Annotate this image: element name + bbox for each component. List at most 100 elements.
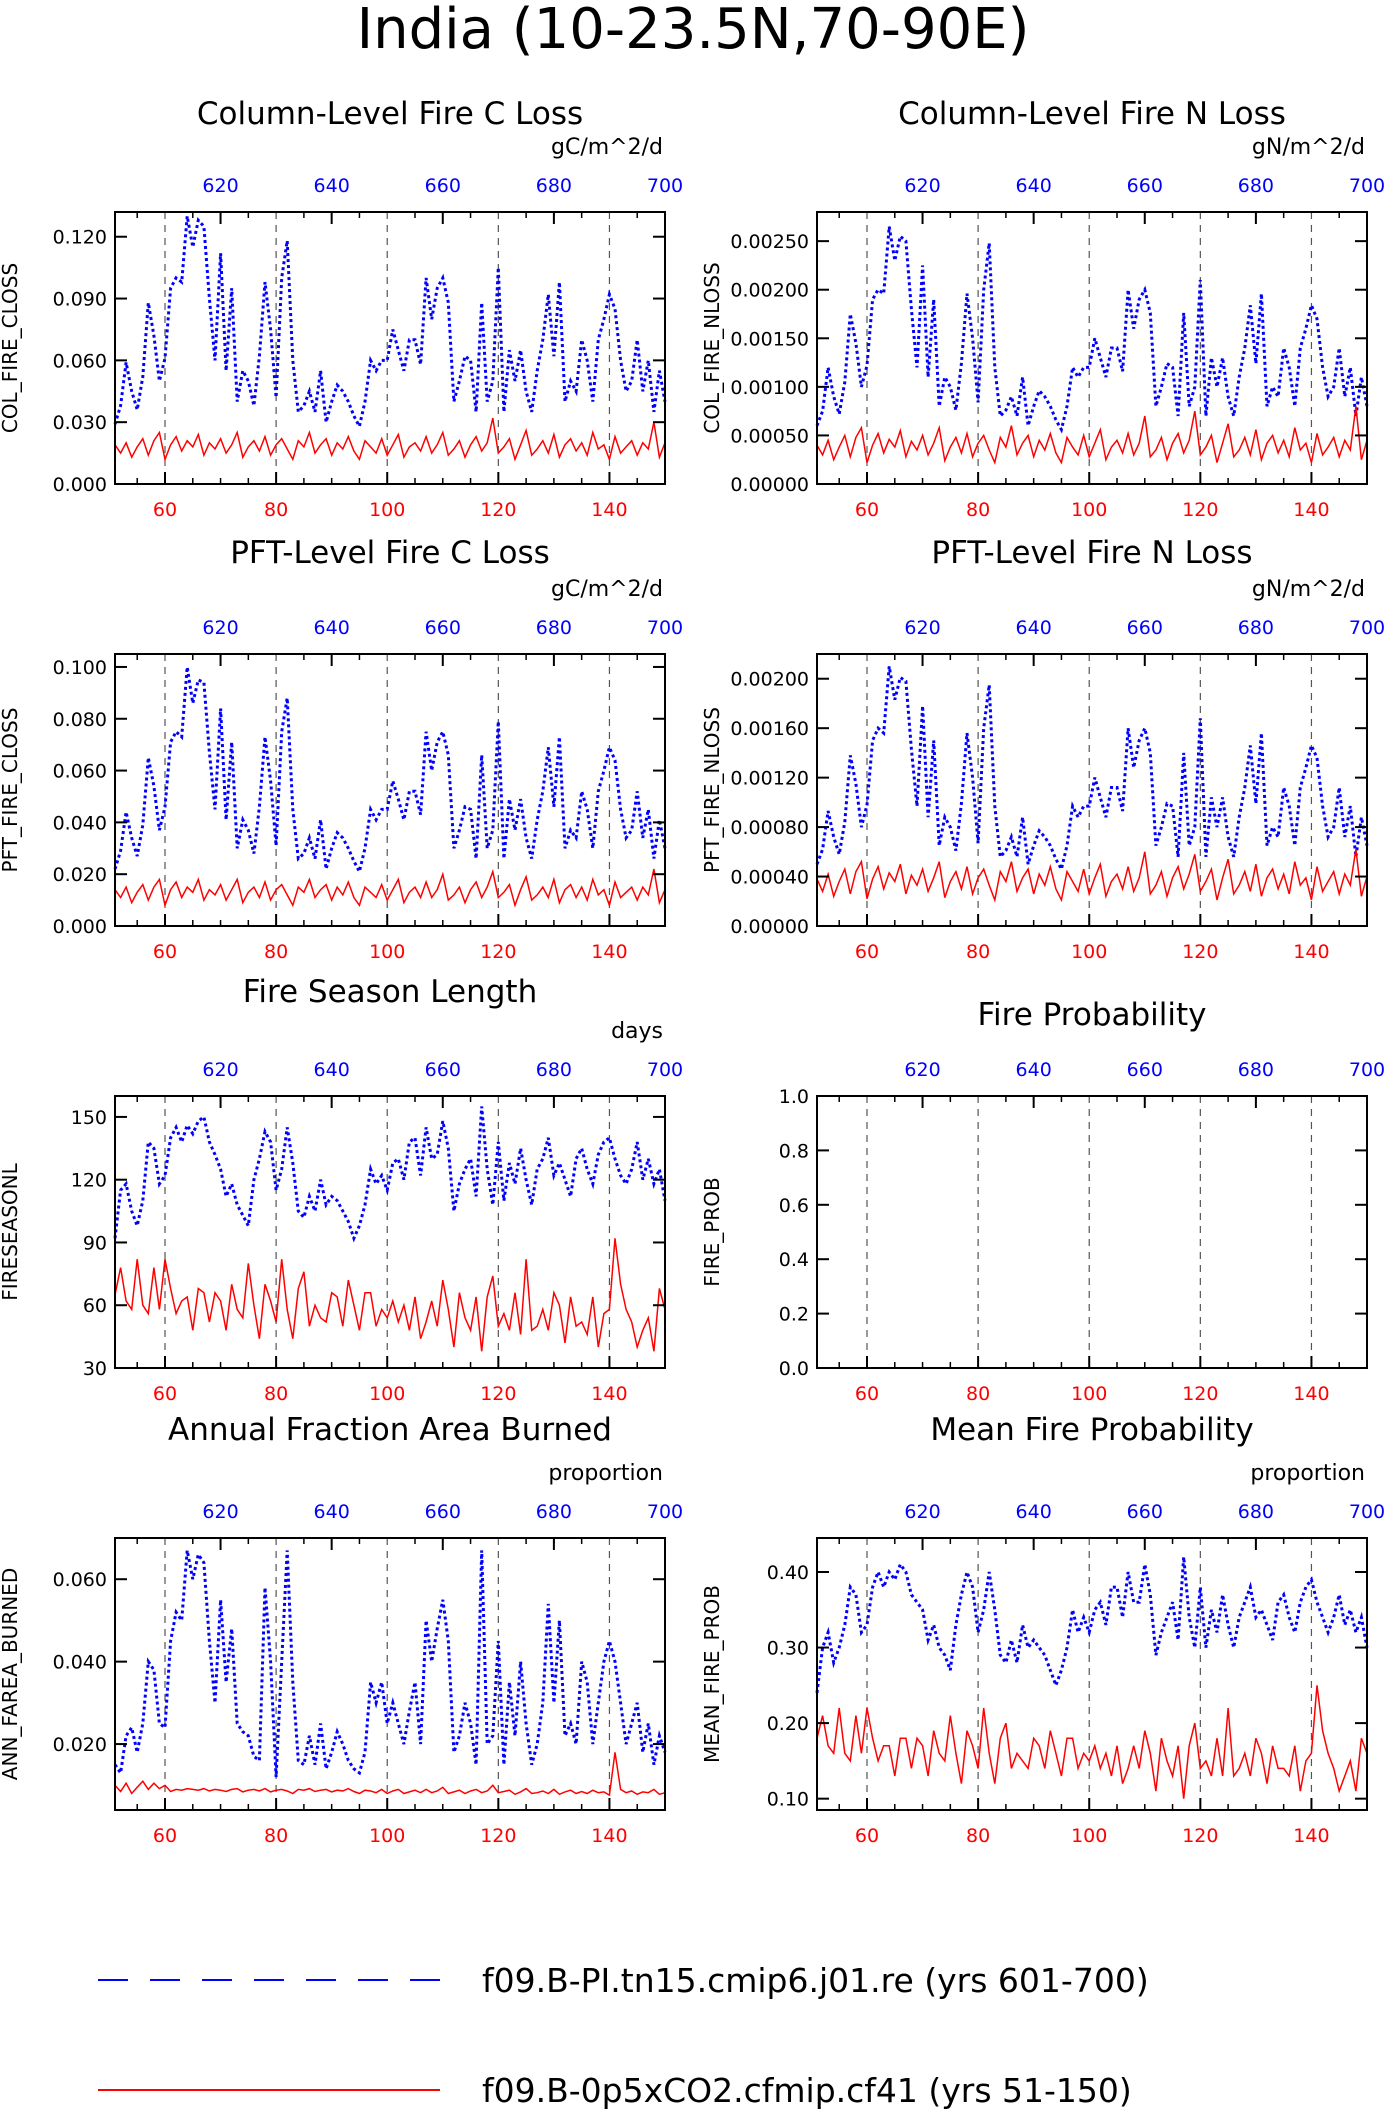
x-tick-label-bottom: 140 [591, 1383, 627, 1405]
x-tick-label-top: 700 [1349, 1501, 1385, 1523]
units-label: gN/m^2/d [1252, 577, 1365, 602]
units-label: gC/m^2/d [551, 135, 663, 160]
x-tick-label-top: 660 [425, 1501, 461, 1523]
x-tick-label-bottom: 60 [153, 1825, 177, 1847]
x-tick-label-top: 680 [536, 1501, 572, 1523]
series-line-blue [815, 226, 1369, 434]
y-tick-label: 1.0 [779, 1086, 809, 1108]
x-tick-label-top: 700 [647, 617, 683, 639]
x-tick-label-bottom: 100 [1071, 941, 1107, 963]
x-tick-label-bottom: 100 [1071, 499, 1107, 521]
panel-title: Fire Probability [977, 997, 1206, 1033]
x-tick-label-bottom: 140 [591, 1825, 627, 1847]
x-tick-label-top: 680 [536, 1059, 572, 1081]
panel-fire-prob: Fire Probability 60 80 100 120 140 620 640 660 68… [700, 997, 1385, 1405]
panel-title: PFT-Level Fire N Loss [931, 535, 1252, 571]
x-tick-label-top: 620 [202, 1059, 238, 1081]
x-tick-label-top: 640 [314, 1059, 350, 1081]
y-axis-label: FIRESEASONL [0, 1162, 22, 1300]
y-tick-label: 0.00120 [730, 768, 809, 790]
x-tick-label-top: 620 [904, 175, 940, 197]
x-tick-label-top: 620 [904, 1059, 940, 1081]
panels: Column-Level Fire C Loss gC/m^2/d 60 80 100 1… [0, 96, 1385, 1847]
series-line-blue [113, 666, 667, 876]
x-tick-label-top: 660 [1127, 1501, 1163, 1523]
x-tick-label-bottom: 120 [1182, 499, 1218, 521]
y-tick-label: 0.00080 [730, 817, 809, 839]
series-line-red [816, 406, 1368, 465]
x-tick-label-top: 680 [1238, 1059, 1274, 1081]
x-tick-label-top: 620 [202, 617, 238, 639]
x-tick-label-top: 640 [314, 1501, 350, 1523]
x-tick-label-bottom: 60 [153, 499, 177, 521]
y-tick-label: 0.00040 [730, 867, 809, 889]
y-tick-label: 0.060 [53, 350, 107, 372]
y-tick-label: 0.080 [53, 709, 107, 731]
x-tick-label-top: 680 [536, 617, 572, 639]
y-axis-label: ANN_FAREA_BURNED [0, 1568, 22, 1780]
x-tick-label-bottom: 100 [369, 1825, 405, 1847]
x-tick-label-top: 660 [1127, 1059, 1163, 1081]
x-tick-label-bottom: 140 [1293, 499, 1329, 521]
x-tick-label-bottom: 60 [855, 499, 879, 521]
x-tick-label-top: 660 [1127, 617, 1163, 639]
y-tick-label: 120 [71, 1170, 107, 1192]
x-tick-label-bottom: 100 [1071, 1383, 1107, 1405]
x-tick-label-bottom: 80 [264, 941, 288, 963]
legend-label-red: f09.B-0p5xCO2.cfmip.cf41 (yrs 51-150) [482, 2071, 1132, 2110]
y-tick-label: 0.120 [53, 227, 107, 249]
x-tick-label-top: 700 [647, 1059, 683, 1081]
y-tick-label: 0.0 [779, 1358, 809, 1380]
y-tick-label: 0.030 [53, 412, 107, 434]
panel-title: Column-Level Fire C Loss [197, 96, 583, 132]
x-tick-label-top: 620 [202, 175, 238, 197]
x-tick-label-bottom: 100 [1071, 1825, 1107, 1847]
plot-frame [816, 1095, 1368, 1369]
y-tick-label: 0.40 [767, 1562, 809, 1584]
y-tick-label: 0.020 [53, 1734, 107, 1756]
figure-title: India (10-23.5N,70-90E) [357, 0, 1030, 62]
y-axis-label: COL_FIRE_NLOSS [700, 262, 724, 433]
y-tick-label: 0.00200 [730, 280, 809, 302]
x-tick-label-top: 660 [425, 1059, 461, 1081]
panel-col-closs: Column-Level Fire C Loss gC/m^2/d 60 80 100 1… [0, 96, 683, 521]
x-tick-label-top: 700 [1349, 617, 1385, 639]
legend: f09.B-PI.tn15.cmip6.j01.re (yrs 601-700)… [98, 1961, 1149, 2110]
y-tick-label: 0.6 [779, 1195, 809, 1217]
y-tick-label: 0.00000 [730, 474, 809, 496]
x-tick-label-bottom: 140 [591, 941, 627, 963]
x-tick-label-top: 620 [202, 1501, 238, 1523]
panel-title: Fire Season Length [243, 974, 537, 1010]
y-tick-label: 0.00150 [730, 328, 809, 350]
series-line-red [816, 849, 1368, 903]
panel-title: PFT-Level Fire C Loss [230, 535, 550, 571]
y-tick-label: 0.040 [53, 1652, 107, 1674]
x-tick-label-bottom: 80 [966, 1825, 990, 1847]
y-tick-label: 0.00100 [730, 377, 809, 399]
y-tick-label: 150 [71, 1107, 107, 1129]
x-tick-label-bottom: 80 [966, 941, 990, 963]
x-tick-label-top: 680 [1238, 175, 1274, 197]
y-tick-label: 0.20 [767, 1713, 809, 1735]
x-tick-label-bottom: 60 [855, 941, 879, 963]
panel-col-nloss: Column-Level Fire N Loss gN/m^2/d 60 80 100 1… [700, 96, 1385, 521]
series-line-blue [815, 666, 1369, 874]
y-axis-label: COL_FIRE_CLOSS [0, 263, 22, 433]
x-tick-label-top: 640 [1016, 617, 1052, 639]
y-tick-label: 0.4 [779, 1249, 809, 1271]
panel-title: Mean Fire Probability [930, 1412, 1253, 1448]
plot-frame [816, 1537, 1368, 1811]
plot-frame [816, 211, 1368, 485]
legend-label-blue: f09.B-PI.tn15.cmip6.j01.re (yrs 601-700) [482, 1961, 1149, 2000]
x-tick-label-top: 680 [536, 175, 572, 197]
series-line-blue [815, 1556, 1369, 1694]
x-tick-label-bottom: 80 [966, 1383, 990, 1405]
x-tick-label-top: 640 [1016, 1059, 1052, 1081]
plot-frame [114, 1095, 666, 1369]
units-label: gN/m^2/d [1252, 135, 1365, 160]
series-line-red [816, 1685, 1368, 1799]
x-tick-label-top: 640 [314, 175, 350, 197]
